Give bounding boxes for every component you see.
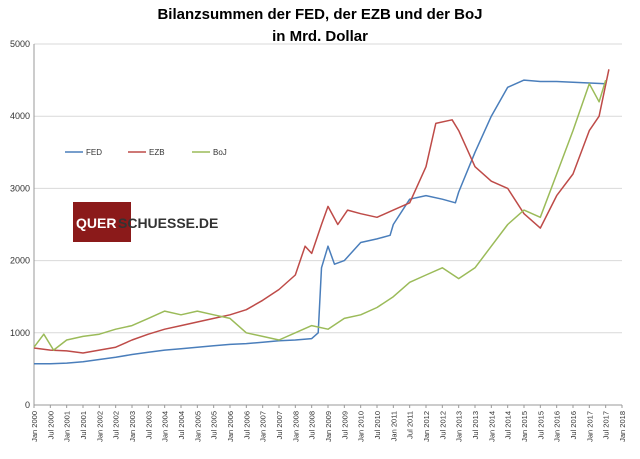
- y-tick-label: 4000: [10, 111, 30, 121]
- x-tick-label: Jul 2008: [308, 411, 317, 439]
- x-tick-label: Jul 2007: [275, 411, 284, 439]
- x-axis-ticks: Jan 2000 Jul 2000 Jan 2001 Jul 2001 Jan 2002…: [30, 405, 627, 442]
- x-tick-label: Jan 2017: [585, 411, 594, 442]
- y-tick-label: 1000: [10, 328, 30, 338]
- x-tick-label: Jul 2004: [177, 411, 186, 439]
- x-tick-label: Jan 2011: [389, 411, 398, 441]
- x-tick-label: Jul 2015: [536, 411, 545, 439]
- x-tick-label: Jan 2002: [95, 411, 104, 442]
- x-tick-label: Jan 2016: [553, 411, 562, 442]
- x-tick-label: Jul 2001: [79, 411, 88, 439]
- x-tick-label: Jan 2004: [161, 411, 170, 442]
- x-tick-label: Jan 2012: [422, 411, 431, 442]
- x-tick-label: Jan 2018: [618, 411, 627, 442]
- x-tick-label: Jul 2016: [569, 411, 578, 439]
- x-tick-label: Jul 2002: [112, 411, 121, 439]
- y-tick-label: 0: [25, 400, 30, 410]
- series-line-ezb: [33, 69, 610, 354]
- series-line-boj: [33, 79, 607, 351]
- x-tick-label: Jan 2001: [63, 411, 72, 442]
- x-tick-label: Jul 2014: [504, 411, 513, 439]
- legend-label-ezb: EZB: [149, 148, 165, 157]
- x-tick-label: Jan 2014: [487, 411, 496, 442]
- x-tick-label: Jan 2005: [193, 411, 202, 442]
- x-tick-label: Jan 2008: [291, 411, 300, 442]
- x-tick-label: Jan 2003: [128, 411, 137, 442]
- logo-text-quer: QUER: [76, 215, 116, 231]
- series-lines: [33, 69, 610, 365]
- x-tick-label: Jan 2013: [455, 411, 464, 442]
- x-tick-label: Jul 2011: [406, 411, 415, 439]
- y-axis-ticks: 0 1000 2000 3000 4000 5000: [10, 39, 30, 410]
- x-tick-label: Jul 2010: [373, 411, 382, 439]
- chart-subtitle: in Mrd. Dollar: [272, 28, 368, 45]
- legend: FED EZB BoJ: [65, 148, 227, 157]
- logo-text-schuesse: SCHUESSE.DE: [118, 215, 218, 231]
- chart-title: Bilanzsummen der FED, der EZB und der Bo…: [157, 6, 483, 23]
- x-tick-label: Jan 2009: [324, 411, 333, 442]
- x-tick-label: Jul 2012: [438, 411, 447, 439]
- x-tick-label: Jul 2000: [46, 411, 55, 439]
- x-tick-label: Jul 2017: [602, 411, 611, 439]
- logo-red-box: [73, 202, 131, 242]
- x-tick-label: Jul 2009: [340, 411, 349, 439]
- x-tick-label: Jan 2006: [226, 411, 235, 442]
- x-tick-label: Jan 2000: [30, 411, 39, 442]
- x-tick-label: Jan 2015: [520, 411, 529, 442]
- x-tick-label: Jul 2006: [242, 411, 251, 439]
- y-tick-label: 3000: [10, 183, 30, 193]
- x-tick-label: Jul 2005: [210, 411, 219, 439]
- x-tick-label: Jan 2010: [357, 411, 366, 442]
- x-tick-label: Jan 2007: [259, 411, 268, 442]
- series-line-fed: [34, 79, 606, 365]
- y-tick-label: 5000: [10, 39, 30, 49]
- legend-label-fed: FED: [86, 148, 102, 157]
- x-tick-label: Jul 2003: [144, 411, 153, 439]
- x-tick-label: Jul 2013: [471, 411, 480, 439]
- legend-label-boj: BoJ: [213, 148, 227, 157]
- y-tick-label: 2000: [10, 256, 30, 266]
- querschuesse-logo: QUER SCHUESSE.DE: [73, 202, 218, 242]
